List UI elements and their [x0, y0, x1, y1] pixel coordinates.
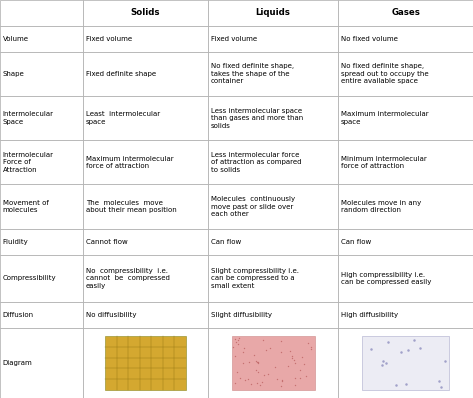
Bar	[0, 255, 83, 302]
Text: Intermolecular
Space: Intermolecular Space	[3, 111, 54, 125]
Text: Solids: Solids	[131, 8, 160, 18]
Bar	[338, 302, 473, 328]
Bar	[0, 140, 83, 184]
Bar	[338, 0, 473, 26]
Bar	[208, 0, 338, 26]
Text: Molecules  continuously
move past or slide over
each other: Molecules continuously move past or slid…	[211, 196, 295, 217]
Bar	[0, 302, 83, 328]
Text: Less intermolecular force
of attraction as compared
to solids: Less intermolecular force of attraction …	[211, 152, 301, 173]
Text: No  compressibility  i.e.
cannot  be  compressed
easily: No compressibility i.e. cannot be compre…	[86, 268, 169, 289]
Bar	[338, 140, 473, 184]
Text: Fixed definite shape: Fixed definite shape	[86, 71, 156, 77]
Bar	[0, 184, 83, 229]
Text: Least  intermolecular
space: Least intermolecular space	[86, 111, 160, 125]
Bar	[83, 52, 208, 96]
Text: Minimum intermolecular
force of attraction: Minimum intermolecular force of attracti…	[341, 156, 427, 169]
Bar	[83, 184, 208, 229]
Bar	[208, 184, 338, 229]
Text: Slight compressibility i.e.
can be compressed to a
small extent: Slight compressibility i.e. can be compr…	[211, 268, 299, 289]
Bar	[83, 96, 208, 140]
Text: Volume: Volume	[3, 36, 29, 42]
Bar	[0, 52, 83, 96]
Bar	[208, 26, 338, 52]
Text: Compressibility: Compressibility	[3, 275, 56, 281]
Text: Cannot flow: Cannot flow	[86, 239, 127, 245]
Bar	[83, 26, 208, 52]
Bar	[362, 336, 449, 390]
Text: No fixed definite shape,
spread out to occupy the
entire available space: No fixed definite shape, spread out to o…	[341, 63, 429, 84]
Bar	[83, 302, 208, 328]
Text: Diffusion: Diffusion	[3, 312, 34, 318]
Text: Diagram: Diagram	[3, 360, 33, 366]
Text: Liquids: Liquids	[256, 8, 290, 18]
Bar	[208, 140, 338, 184]
Bar	[338, 96, 473, 140]
Bar	[208, 255, 338, 302]
Text: No fixed volume: No fixed volume	[341, 36, 398, 42]
Text: High compressibility i.e.
can be compressed easily: High compressibility i.e. can be compres…	[341, 271, 431, 285]
Text: The  molecules  move
about their mean position: The molecules move about their mean posi…	[86, 200, 176, 213]
Bar	[208, 96, 338, 140]
Bar	[208, 52, 338, 96]
Text: Gases: Gases	[391, 8, 420, 18]
Text: Maximum intermolecular
space: Maximum intermolecular space	[341, 111, 429, 125]
Text: Less intermolecular space
than gases and more than
solids: Less intermolecular space than gases and…	[211, 107, 303, 129]
Text: No fixed definite shape,
takes the shape of the
container: No fixed definite shape, takes the shape…	[211, 63, 294, 84]
Text: Can flow: Can flow	[211, 239, 241, 245]
Bar	[83, 140, 208, 184]
Bar	[338, 26, 473, 52]
Bar	[83, 229, 208, 255]
Text: Fixed volume: Fixed volume	[86, 36, 132, 42]
Bar	[338, 255, 473, 302]
Bar	[338, 52, 473, 96]
Text: Fixed volume: Fixed volume	[211, 36, 257, 42]
Bar	[338, 184, 473, 229]
Text: Molecules move in any
random direction: Molecules move in any random direction	[341, 200, 421, 213]
Bar	[0, 0, 83, 26]
Bar	[208, 328, 338, 398]
Text: High diffusibility: High diffusibility	[341, 312, 398, 318]
Bar	[208, 229, 338, 255]
Bar	[105, 336, 185, 390]
Bar	[83, 328, 208, 398]
Bar	[83, 0, 208, 26]
Bar	[0, 229, 83, 255]
Bar	[83, 255, 208, 302]
Bar	[0, 96, 83, 140]
Bar	[208, 302, 338, 328]
Text: Slight diffusibility: Slight diffusibility	[211, 312, 272, 318]
Text: Movement of
molecules: Movement of molecules	[3, 200, 49, 213]
Bar	[232, 336, 315, 390]
Text: Maximum intermolecular
force of attraction: Maximum intermolecular force of attracti…	[86, 156, 173, 169]
Text: Intermolecular
Force of
Attraction: Intermolecular Force of Attraction	[3, 152, 54, 173]
Text: Can flow: Can flow	[341, 239, 371, 245]
Text: No diffusibility: No diffusibility	[86, 312, 136, 318]
Text: Fluidity: Fluidity	[3, 239, 28, 245]
Bar	[0, 26, 83, 52]
Bar	[338, 229, 473, 255]
Bar	[338, 328, 473, 398]
Bar	[0, 328, 83, 398]
Text: Shape: Shape	[3, 71, 25, 77]
